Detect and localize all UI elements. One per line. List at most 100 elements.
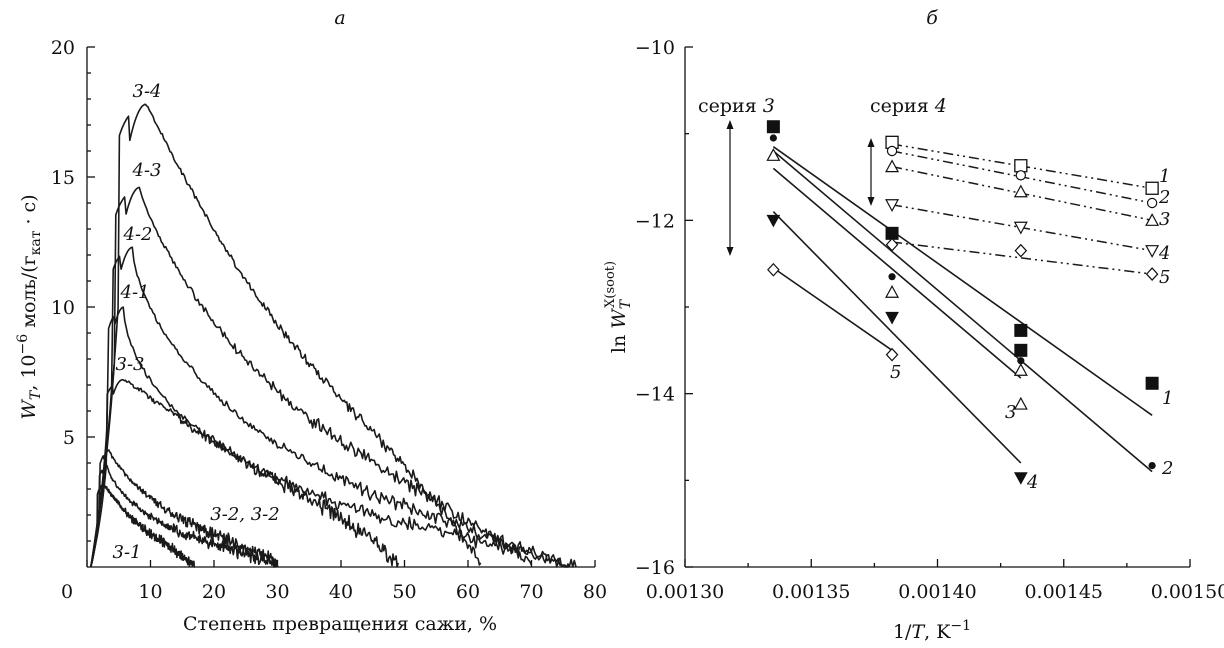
- series3-point-2: [769, 134, 777, 142]
- series3-point-1: [1145, 376, 1159, 390]
- y-title-symbol: W: [608, 308, 630, 329]
- panel-a-curve-3-4: [90, 103, 482, 568]
- series4-point-1: [1145, 181, 1159, 195]
- series3-point-2: [1017, 357, 1025, 365]
- y-title-scale: , 10: [18, 354, 40, 390]
- arrow-head-down: [726, 247, 734, 256]
- panel-a-title: а: [334, 7, 345, 29]
- arrow-head-down: [867, 197, 875, 206]
- series3-point-4: [1013, 472, 1028, 485]
- panel-a-soot-oxidation-rate: 0 10 20 30 40 50 60 70 80 5 10 15 20 а Степень превращ…: [15, 7, 607, 635]
- series3-fit-line-4: [772, 211, 1022, 464]
- panel-a-curve-label: 4-1: [120, 282, 150, 303]
- series4-point-1: [1014, 159, 1028, 173]
- panel-a-curve-3-3: [90, 378, 399, 568]
- arrow-head-up: [867, 138, 875, 147]
- series4-fit-line-5: [891, 241, 1153, 275]
- panel-b-title: б: [926, 7, 938, 29]
- series4-point-3: [1013, 184, 1028, 198]
- series4-point-3: [885, 159, 900, 173]
- series4-line-label: 1: [1159, 166, 1170, 187]
- series-4-number: 4: [934, 95, 947, 117]
- series3-line-label: 5: [890, 362, 901, 383]
- panel-b-arrhenius-plot: 0.00130 0.00135 0.00140 0.00145 0.00150 −16 −1…: [603, 7, 1224, 643]
- series4-point-3: [1145, 213, 1160, 226]
- x-title-symbol: T: [911, 621, 925, 643]
- panel-a-curve-3-2b: [90, 464, 279, 568]
- x-title-unit: , K: [924, 621, 951, 643]
- series3-point-3: [885, 285, 900, 298]
- panel-a-x-tick-label: 50: [392, 581, 416, 603]
- panel-b-x-axis-title: 1/T, K−1: [893, 618, 971, 643]
- series4-point-2: [1015, 170, 1027, 181]
- panel-a-curve-label: 3-2, 3-2: [210, 504, 279, 525]
- series4-line-label: 4: [1158, 243, 1170, 264]
- series-3-number: 3: [763, 95, 775, 117]
- series3-fit-line-1: [772, 146, 1153, 416]
- y-title-subscript: T: [618, 298, 634, 309]
- series4-point-4: [885, 199, 900, 212]
- series3-fit-line-5: [772, 267, 893, 351]
- series4-point-4: [1013, 221, 1028, 235]
- series4-point-5: [1145, 267, 1159, 281]
- series-3-annotation: серия 3: [698, 95, 775, 117]
- series3-point-2: [1148, 462, 1156, 470]
- panel-a-curve-label: 4-3: [132, 160, 162, 181]
- series3-line-label: 1: [1162, 388, 1173, 409]
- series4-point-2: [1146, 197, 1158, 209]
- panel-a-curve-4-2: [90, 246, 571, 568]
- series3-line-label: 2: [1161, 458, 1173, 479]
- series3-line-label: 4: [1026, 472, 1038, 493]
- panel-a-x-tick-label: 0: [61, 581, 73, 603]
- panel-b-x-tick-label: 0.00140: [898, 581, 977, 603]
- series3-point-1: [885, 226, 899, 240]
- series-4-annotation: серия 4: [870, 95, 947, 117]
- panel-b-x-tick-label: 0.00150: [1151, 581, 1224, 603]
- panel-a-x-tick-label: 40: [329, 581, 353, 603]
- panel-a-x-tick-label: 80: [583, 581, 607, 603]
- panel-a-y-tick-label: 15: [51, 167, 75, 189]
- panel-a-curve-label: 3-1: [113, 542, 142, 563]
- series-3-word: серия: [698, 95, 763, 117]
- y-title-ln: ln: [608, 329, 630, 353]
- y-title-subscript: T: [28, 389, 44, 400]
- panel-a-x-tick-label: 20: [202, 581, 226, 603]
- series4-line-label: 5: [1159, 267, 1170, 288]
- panel-b-y-tick-label: −10: [635, 37, 675, 59]
- panel-a-curve-label: 3-3: [116, 354, 145, 375]
- series-4-range-arrow: [867, 138, 875, 206]
- y-title-unit: моль/(г: [18, 255, 40, 333]
- x-title-exponent: −1: [950, 618, 971, 634]
- series3-point-3: [1013, 396, 1028, 410]
- panel-a-x-tick-label: 60: [456, 581, 480, 603]
- x-title-prefix: 1/: [893, 621, 912, 643]
- panel-a-curve-3-1: [90, 482, 196, 568]
- series3-point-1: [1014, 323, 1028, 337]
- panel-a-curve-label: 3-4: [133, 81, 162, 102]
- series4-point-5: [1014, 243, 1028, 258]
- panel-b-y-tick-label: −14: [635, 384, 675, 406]
- y-title-unit-subscript: кат: [28, 230, 44, 255]
- panel-a-x-tick-label: 10: [138, 581, 162, 603]
- panel-a-y-tick-label: 10: [51, 297, 75, 319]
- series3-point-5: [767, 262, 780, 277]
- series4-point-2: [886, 145, 898, 157]
- series-3-range-arrow: [726, 120, 734, 256]
- panel-b-x-tick-label: 0.00135: [772, 581, 851, 603]
- series3-point-4: [766, 214, 781, 228]
- panel-a-x-tick-label: 30: [265, 581, 289, 603]
- panel-a-y-tick-label: 20: [51, 37, 75, 59]
- series-4-word: серия: [870, 95, 935, 117]
- series4-line-label: 3: [1159, 209, 1170, 230]
- series3-point-5: [885, 347, 899, 362]
- panel-b-x-tick-label: 0.00145: [1024, 581, 1103, 603]
- panel-b-x-tick-label: 0.00130: [646, 581, 725, 603]
- y-title-exponent: −6: [15, 334, 31, 355]
- panel-a-curve-4-3: [90, 186, 533, 568]
- panel-a-curve-4-1: [90, 306, 577, 568]
- panel-a-y-tick-label: 5: [63, 427, 75, 449]
- series3-point-3: [766, 148, 781, 161]
- panel-b-y-tick-label: −16: [635, 557, 675, 579]
